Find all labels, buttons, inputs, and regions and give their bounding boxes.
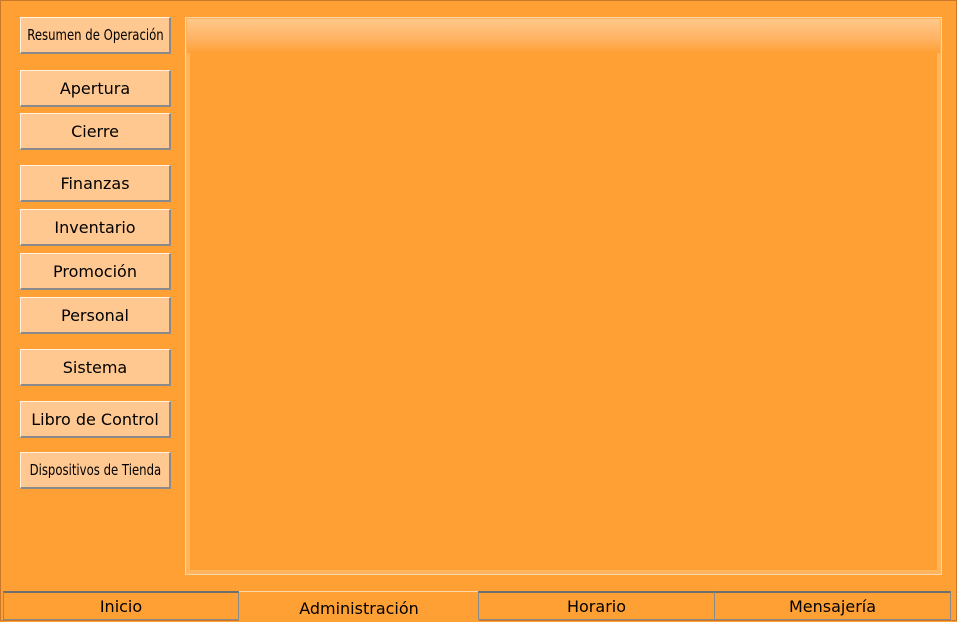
operation-summary-label: Resumen de Operación xyxy=(26,26,164,44)
control-book-label: Libro de Control xyxy=(31,409,159,429)
inventory-button[interactable]: Inventario xyxy=(20,209,171,246)
tab-horario-label: Horario xyxy=(566,596,626,616)
promotion-button[interactable]: Promoción xyxy=(20,253,171,290)
tab-inicio[interactable]: Inicio xyxy=(3,591,239,620)
tab-mensajeria[interactable]: Mensajería xyxy=(714,591,951,620)
tab-mensajeria-label: Mensajería xyxy=(788,596,877,616)
system-label: Sistema xyxy=(62,357,128,377)
inventory-label: Inventario xyxy=(54,217,136,237)
content-panel-header xyxy=(187,19,940,53)
system-button[interactable]: Sistema xyxy=(20,349,171,386)
opening-label: Apertura xyxy=(59,78,131,98)
closing-label: Cierre xyxy=(71,121,119,141)
staff-button[interactable]: Personal xyxy=(20,297,171,334)
store-devices-label: Dispositivos de Tienda xyxy=(29,461,161,479)
operation-summary-button[interactable]: Resumen de Operación xyxy=(20,17,171,54)
finances-button[interactable]: Finanzas xyxy=(20,165,171,202)
closing-button[interactable]: Cierre xyxy=(20,113,171,150)
tab-inicio-label: Inicio xyxy=(99,596,143,616)
finances-label: Finanzas xyxy=(60,173,130,193)
promotion-label: Promoción xyxy=(53,261,137,281)
tab-administracion-label: Administración xyxy=(299,599,419,618)
bottom-tab-bar: Inicio Administración Horario Mensajería xyxy=(3,591,952,622)
tab-horario[interactable]: Horario xyxy=(478,591,715,620)
store-devices-button[interactable]: Dispositivos de Tienda xyxy=(20,452,171,489)
tab-administracion[interactable]: Administración xyxy=(239,591,479,622)
staff-label: Personal xyxy=(60,305,129,325)
control-book-button[interactable]: Libro de Control xyxy=(20,401,171,438)
content-panel xyxy=(185,17,942,575)
opening-button[interactable]: Apertura xyxy=(20,70,171,107)
